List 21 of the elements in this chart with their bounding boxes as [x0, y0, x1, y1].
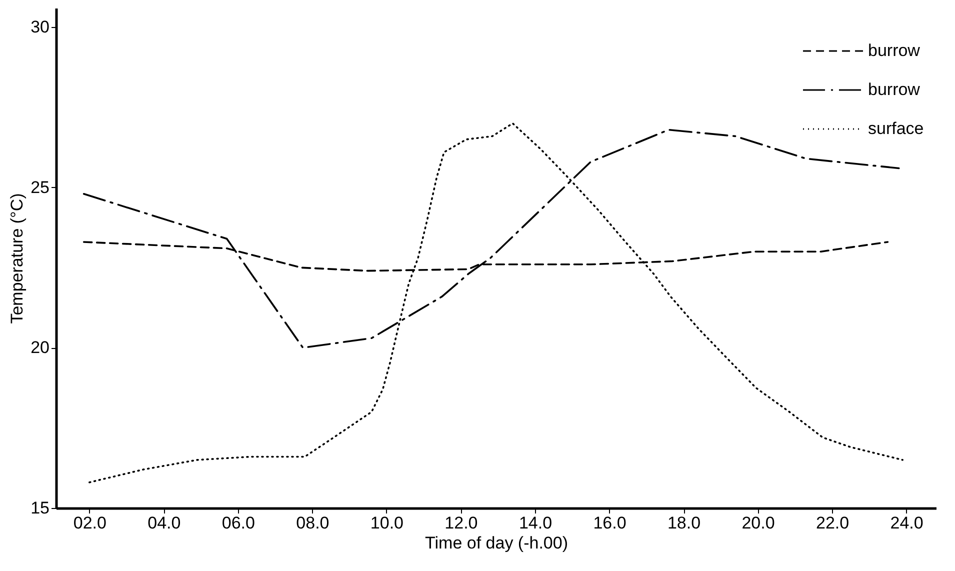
x-tick-label: 18.0 [667, 514, 701, 532]
x-tick-label: 12.0 [444, 514, 478, 532]
legend-label: surface [868, 119, 924, 138]
x-tick-label: 08.0 [296, 514, 330, 532]
y-tick-label: 30 [30, 18, 50, 37]
y-axis-title: Temperature (°C) [8, 193, 27, 324]
y-tick-label: 20 [30, 338, 50, 358]
y-tick-label: 25 [30, 178, 50, 197]
x-tick-label: 02.0 [73, 514, 106, 532]
x-tick-label: 10.0 [370, 514, 404, 532]
x-tick-label: 24.0 [890, 514, 924, 532]
x-tick-label: 16.0 [593, 514, 626, 532]
x-tick-label: 14.0 [518, 514, 552, 532]
legend-label: burrow [868, 41, 921, 60]
x-tick-label: 20.0 [742, 514, 775, 532]
x-tick-label: 06.0 [222, 514, 255, 532]
legend-label: burrow [868, 80, 921, 99]
x-tick-label: 22.0 [816, 514, 850, 532]
x-tick-label: 04.0 [148, 514, 181, 532]
x-axis-title: Time of day (-h.00) [425, 534, 568, 552]
y-tick-label: 15 [30, 498, 50, 518]
